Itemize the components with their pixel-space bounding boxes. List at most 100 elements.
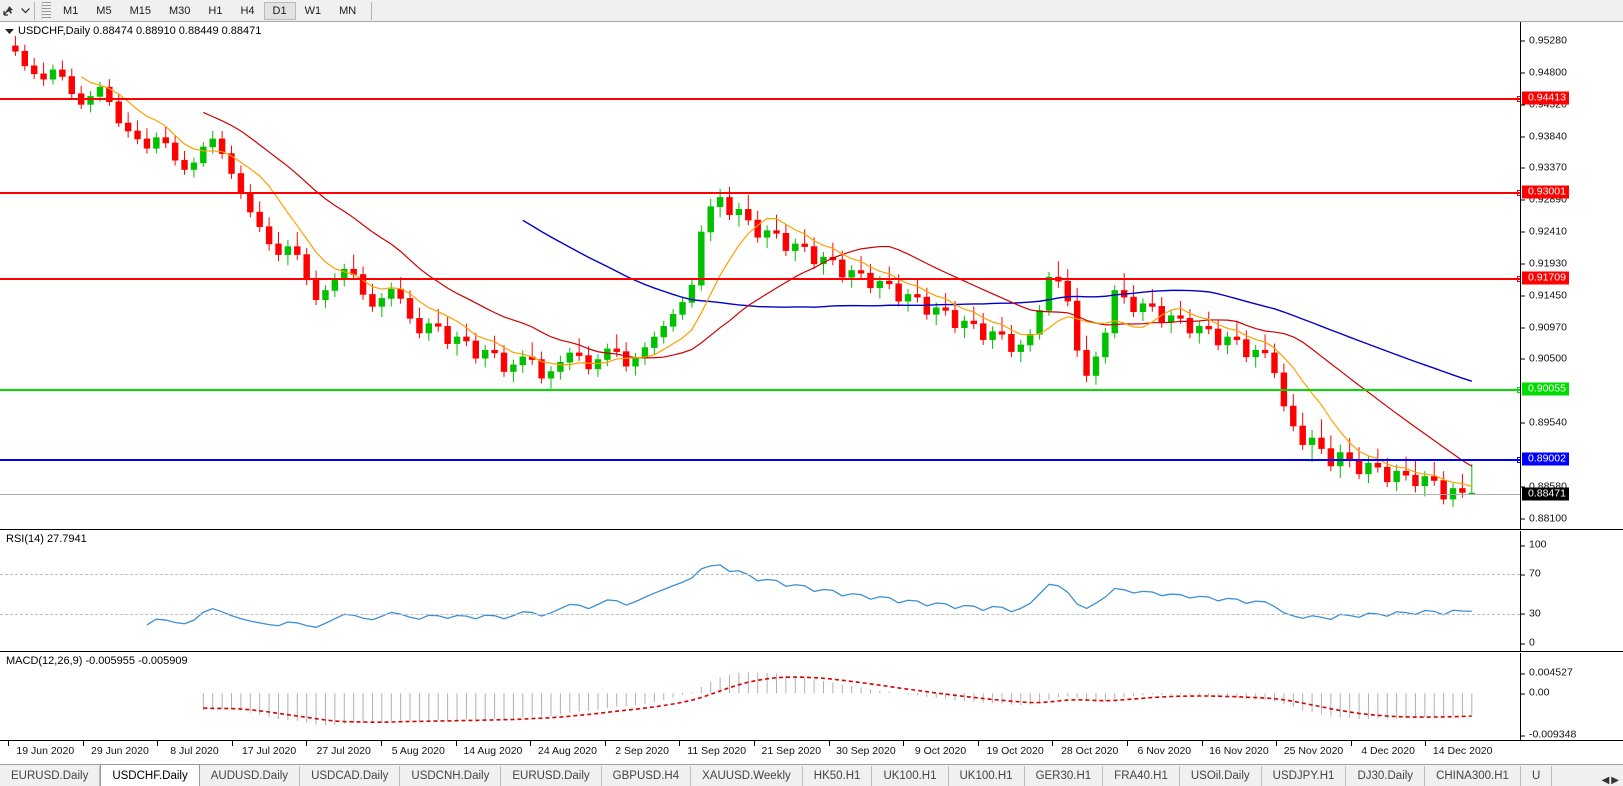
date-tick-15 xyxy=(1127,741,1128,746)
price-badge-0.93001[interactable]: 0.93001 xyxy=(1522,185,1569,199)
tab-scroll-controls[interactable]: ◀ ▶ xyxy=(1602,775,1623,786)
macd-plot-area[interactable] xyxy=(0,653,1520,740)
chevron-down-icon[interactable] xyxy=(18,1,32,21)
date-tick-0 xyxy=(8,741,9,746)
timeframe-mn[interactable]: MN xyxy=(339,4,357,17)
rsi-tick-70: 70 xyxy=(1521,568,1541,580)
price-tick-5: 0.92890 xyxy=(1521,194,1567,205)
chart-tab-12[interactable]: FRA40.H1 xyxy=(1103,766,1180,786)
date-tick-11 xyxy=(828,741,830,746)
rsi-plot-area[interactable] xyxy=(0,531,1520,651)
chart-tab-9[interactable]: UK100.H1 xyxy=(872,766,949,786)
chart-tab-10[interactable]: UK100.H1 xyxy=(949,766,1025,786)
chart-tab-3[interactable]: USDCAD.Daily xyxy=(300,766,401,786)
chart-tab-17[interactable]: U xyxy=(1521,766,1553,786)
date-tick-10 xyxy=(754,741,755,746)
chart-tab-6[interactable]: GBPUSD.H4 xyxy=(602,766,692,786)
timeframe-m5[interactable]: M5 xyxy=(96,4,112,17)
price-tick-8: 0.91450 xyxy=(1521,290,1567,301)
chart-tab-13[interactable]: USOil.Daily xyxy=(1180,766,1262,786)
timeframe-m30[interactable]: M30 xyxy=(168,4,191,17)
crosshair-icon[interactable] xyxy=(0,1,18,21)
rsi-pane[interactable]: RSI(14) 27.7941 100 70 30 0 xyxy=(0,531,1623,652)
date-tick-8 xyxy=(604,741,606,746)
macd-pane[interactable]: MACD(12,26,9) -0.005955 -0.005909 0.0045… xyxy=(0,653,1623,740)
hline-resistance-0.91709[interactable] xyxy=(0,278,1520,281)
chart-tab-8[interactable]: HK50.H1 xyxy=(803,766,873,786)
date-tick-16 xyxy=(1201,741,1203,746)
date-tick-19 xyxy=(1425,741,1427,746)
date-tick-13 xyxy=(977,741,979,746)
timeframe-h4[interactable]: H4 xyxy=(240,4,255,17)
macd-tick-0: 0.004527 xyxy=(1521,667,1573,679)
macd-axis: 0.004527 0.00 -0.009348 xyxy=(1520,653,1623,740)
timeframe-h1[interactable]: H1 xyxy=(208,4,223,17)
date-label-18: 4 Dec 2020 xyxy=(1361,745,1415,757)
ma-slow-line xyxy=(522,219,1473,382)
chart-tab-1[interactable]: USDCHF.Daily xyxy=(100,764,200,786)
chart-tab-15[interactable]: DJ30.Daily xyxy=(1346,766,1426,786)
triangle-right-icon[interactable]: ▶ xyxy=(1611,775,1619,786)
price-tick-12: 0.88580 xyxy=(1521,481,1567,492)
ma-fast-line xyxy=(80,76,1472,487)
chart-tabbar[interactable]: EURUSD.Daily USDCHF.Daily AUDUSD.Daily USDC… xyxy=(0,764,1623,786)
price-tick-9: 0.90970 xyxy=(1521,322,1567,333)
timeframe-m15[interactable]: M15 xyxy=(129,4,151,17)
macd-tick-1: 0.00 xyxy=(1521,687,1549,699)
chart-tab-14[interactable]: USDJPY.H1 xyxy=(1262,766,1347,786)
price-axis[interactable]: 0.952800.948000.943200.938400.933700.928… xyxy=(1520,22,1623,529)
chart-tab-7[interactable]: XAUUSD.Weekly xyxy=(691,766,803,786)
date-tick-6 xyxy=(455,741,457,746)
ma-mid-line xyxy=(203,111,1473,467)
price-pane[interactable]: USDCHF,Daily 0.88474 0.88910 0.88449 0.8… xyxy=(0,22,1623,530)
macd-series xyxy=(202,672,1473,726)
timeframe-w1[interactable]: W1 xyxy=(304,4,322,17)
price-tick-4: 0.93370 xyxy=(1521,162,1567,173)
chart-tab-11[interactable]: GER30.H1 xyxy=(1025,766,1104,786)
date-label-6: 14 Aug 2020 xyxy=(463,745,523,757)
date-axis[interactable]: 19 Jun 2020 29 Jun 2020 8 Jul 2020 17 Jul 2… xyxy=(0,740,1623,764)
date-label-12: 9 Oct 2020 xyxy=(914,745,967,757)
hline-resistance-0.93001[interactable] xyxy=(0,192,1520,195)
macd-label: MACD(12,26,9) -0.005955 -0.005909 xyxy=(6,655,188,667)
timeframe-toolbar: M1 M5 M15 M30 H1 H4 D1 W1 MN xyxy=(0,0,1623,22)
timeframe-m1[interactable]: M1 xyxy=(63,4,79,17)
chart-tab-4[interactable]: USDCNH.Daily xyxy=(400,766,502,786)
date-tick-14 xyxy=(1052,741,1054,746)
chart-tab-16[interactable]: CHINA300.H1 xyxy=(1425,766,1521,786)
date-tick-12 xyxy=(903,741,905,746)
drag-handle-icon[interactable] xyxy=(41,1,51,20)
hline-resistance-0.94413[interactable] xyxy=(0,98,1520,101)
date-tick-5 xyxy=(381,741,382,746)
price-tick-13: 0.88100 xyxy=(1521,513,1567,524)
chart-container[interactable]: USDCHF,Daily 0.88474 0.88910 0.88449 0.8… xyxy=(0,22,1623,740)
date-tick-18 xyxy=(1350,741,1352,746)
price-tick-0: 0.95280 xyxy=(1521,35,1567,46)
date-label-8: 2 Sep 2020 xyxy=(615,745,669,757)
price-badge-0.88471[interactable]: 0.88471 xyxy=(1522,487,1569,501)
date-tick-4 xyxy=(306,741,308,746)
chart-tab-5[interactable]: EURUSD.Daily xyxy=(501,766,602,786)
date-label-1: 29 Jun 2020 xyxy=(90,745,149,757)
chart-tab-0[interactable]: EURUSD.Daily xyxy=(0,766,101,786)
rsi-label: RSI(14) 27.7941 xyxy=(6,533,87,545)
price-tick-11: 0.89540 xyxy=(1521,417,1567,428)
chart-tab-2[interactable]: AUDUSD.Daily xyxy=(200,766,301,786)
price-badge-0.91709[interactable]: 0.91709 xyxy=(1522,271,1569,285)
hline-support-0.90055[interactable] xyxy=(0,388,1520,391)
toolbar-separator-end xyxy=(371,1,373,20)
rsi-tick-30: 30 xyxy=(1521,608,1541,619)
triangle-left-icon[interactable]: ◀ xyxy=(1601,775,1610,786)
macd-signal-line xyxy=(203,676,1472,723)
date-label-17: 25 Nov 2020 xyxy=(1283,745,1344,757)
price-plot-area[interactable] xyxy=(0,22,1520,529)
price-badge-0.89002[interactable]: 0.89002 xyxy=(1522,452,1569,466)
price-tick-1: 0.94800 xyxy=(1521,67,1567,78)
price-badge-0.94413[interactable]: 0.94413 xyxy=(1522,91,1569,105)
date-label-2: 8 Jul 2020 xyxy=(170,745,219,757)
rsi-curve xyxy=(146,564,1472,628)
timeframe-d1[interactable]: D1 xyxy=(263,1,296,20)
date-label-11: 30 Sep 2020 xyxy=(836,745,896,757)
hline-support-0.89002[interactable] xyxy=(0,458,1520,461)
price-badge-0.90055[interactable]: 0.90055 xyxy=(1522,382,1569,396)
